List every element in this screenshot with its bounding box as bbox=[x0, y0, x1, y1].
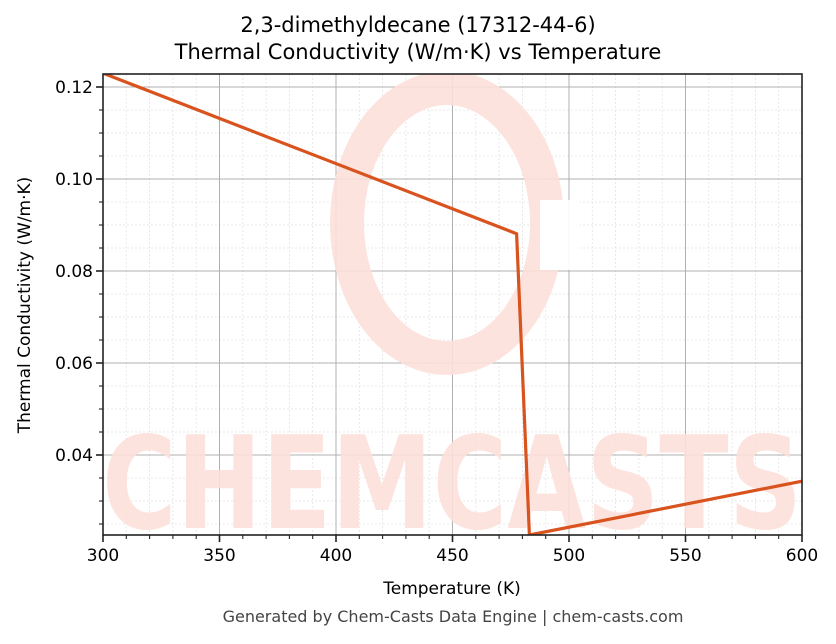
chart-title-line2: Thermal Conductivity (W/m·K) vs Temperat… bbox=[174, 40, 662, 64]
chart-title-line1: 2,3-dimethyldecane (17312-44-6) bbox=[240, 13, 596, 37]
y-tick-label: 0.04 bbox=[55, 446, 93, 466]
major-grid bbox=[103, 74, 802, 535]
footer-credit: Generated by Chem-Casts Data Engine | ch… bbox=[222, 607, 684, 626]
axis-ticks bbox=[96, 86, 803, 542]
y-axis-label: Thermal Conductivity (W/m·K) bbox=[15, 177, 35, 435]
y-tick-label: 0.10 bbox=[55, 170, 93, 190]
x-axis-label: Temperature (K) bbox=[382, 579, 521, 599]
x-tick-label: 600 bbox=[786, 546, 818, 566]
y-tick-label: 0.12 bbox=[55, 78, 93, 98]
x-tick-labels: 300 350 400 450 500 550 600 bbox=[87, 546, 818, 566]
watermark: CHEMCASTS bbox=[102, 74, 802, 559]
x-tick-label: 400 bbox=[320, 546, 352, 566]
x-tick-label: 550 bbox=[669, 546, 701, 566]
x-tick-label: 350 bbox=[203, 546, 235, 566]
y-tick-label: 0.06 bbox=[55, 354, 93, 374]
data-series-line bbox=[103, 74, 802, 535]
y-tick-label: 0.08 bbox=[55, 262, 93, 282]
svg-text:CHEMCASTS: CHEMCASTS bbox=[102, 410, 802, 559]
x-tick-label: 450 bbox=[436, 546, 468, 566]
x-tick-label: 500 bbox=[553, 546, 585, 566]
x-tick-label: 300 bbox=[87, 546, 119, 566]
y-tick-labels: 0.12 0.10 0.08 0.06 0.04 bbox=[55, 78, 93, 466]
